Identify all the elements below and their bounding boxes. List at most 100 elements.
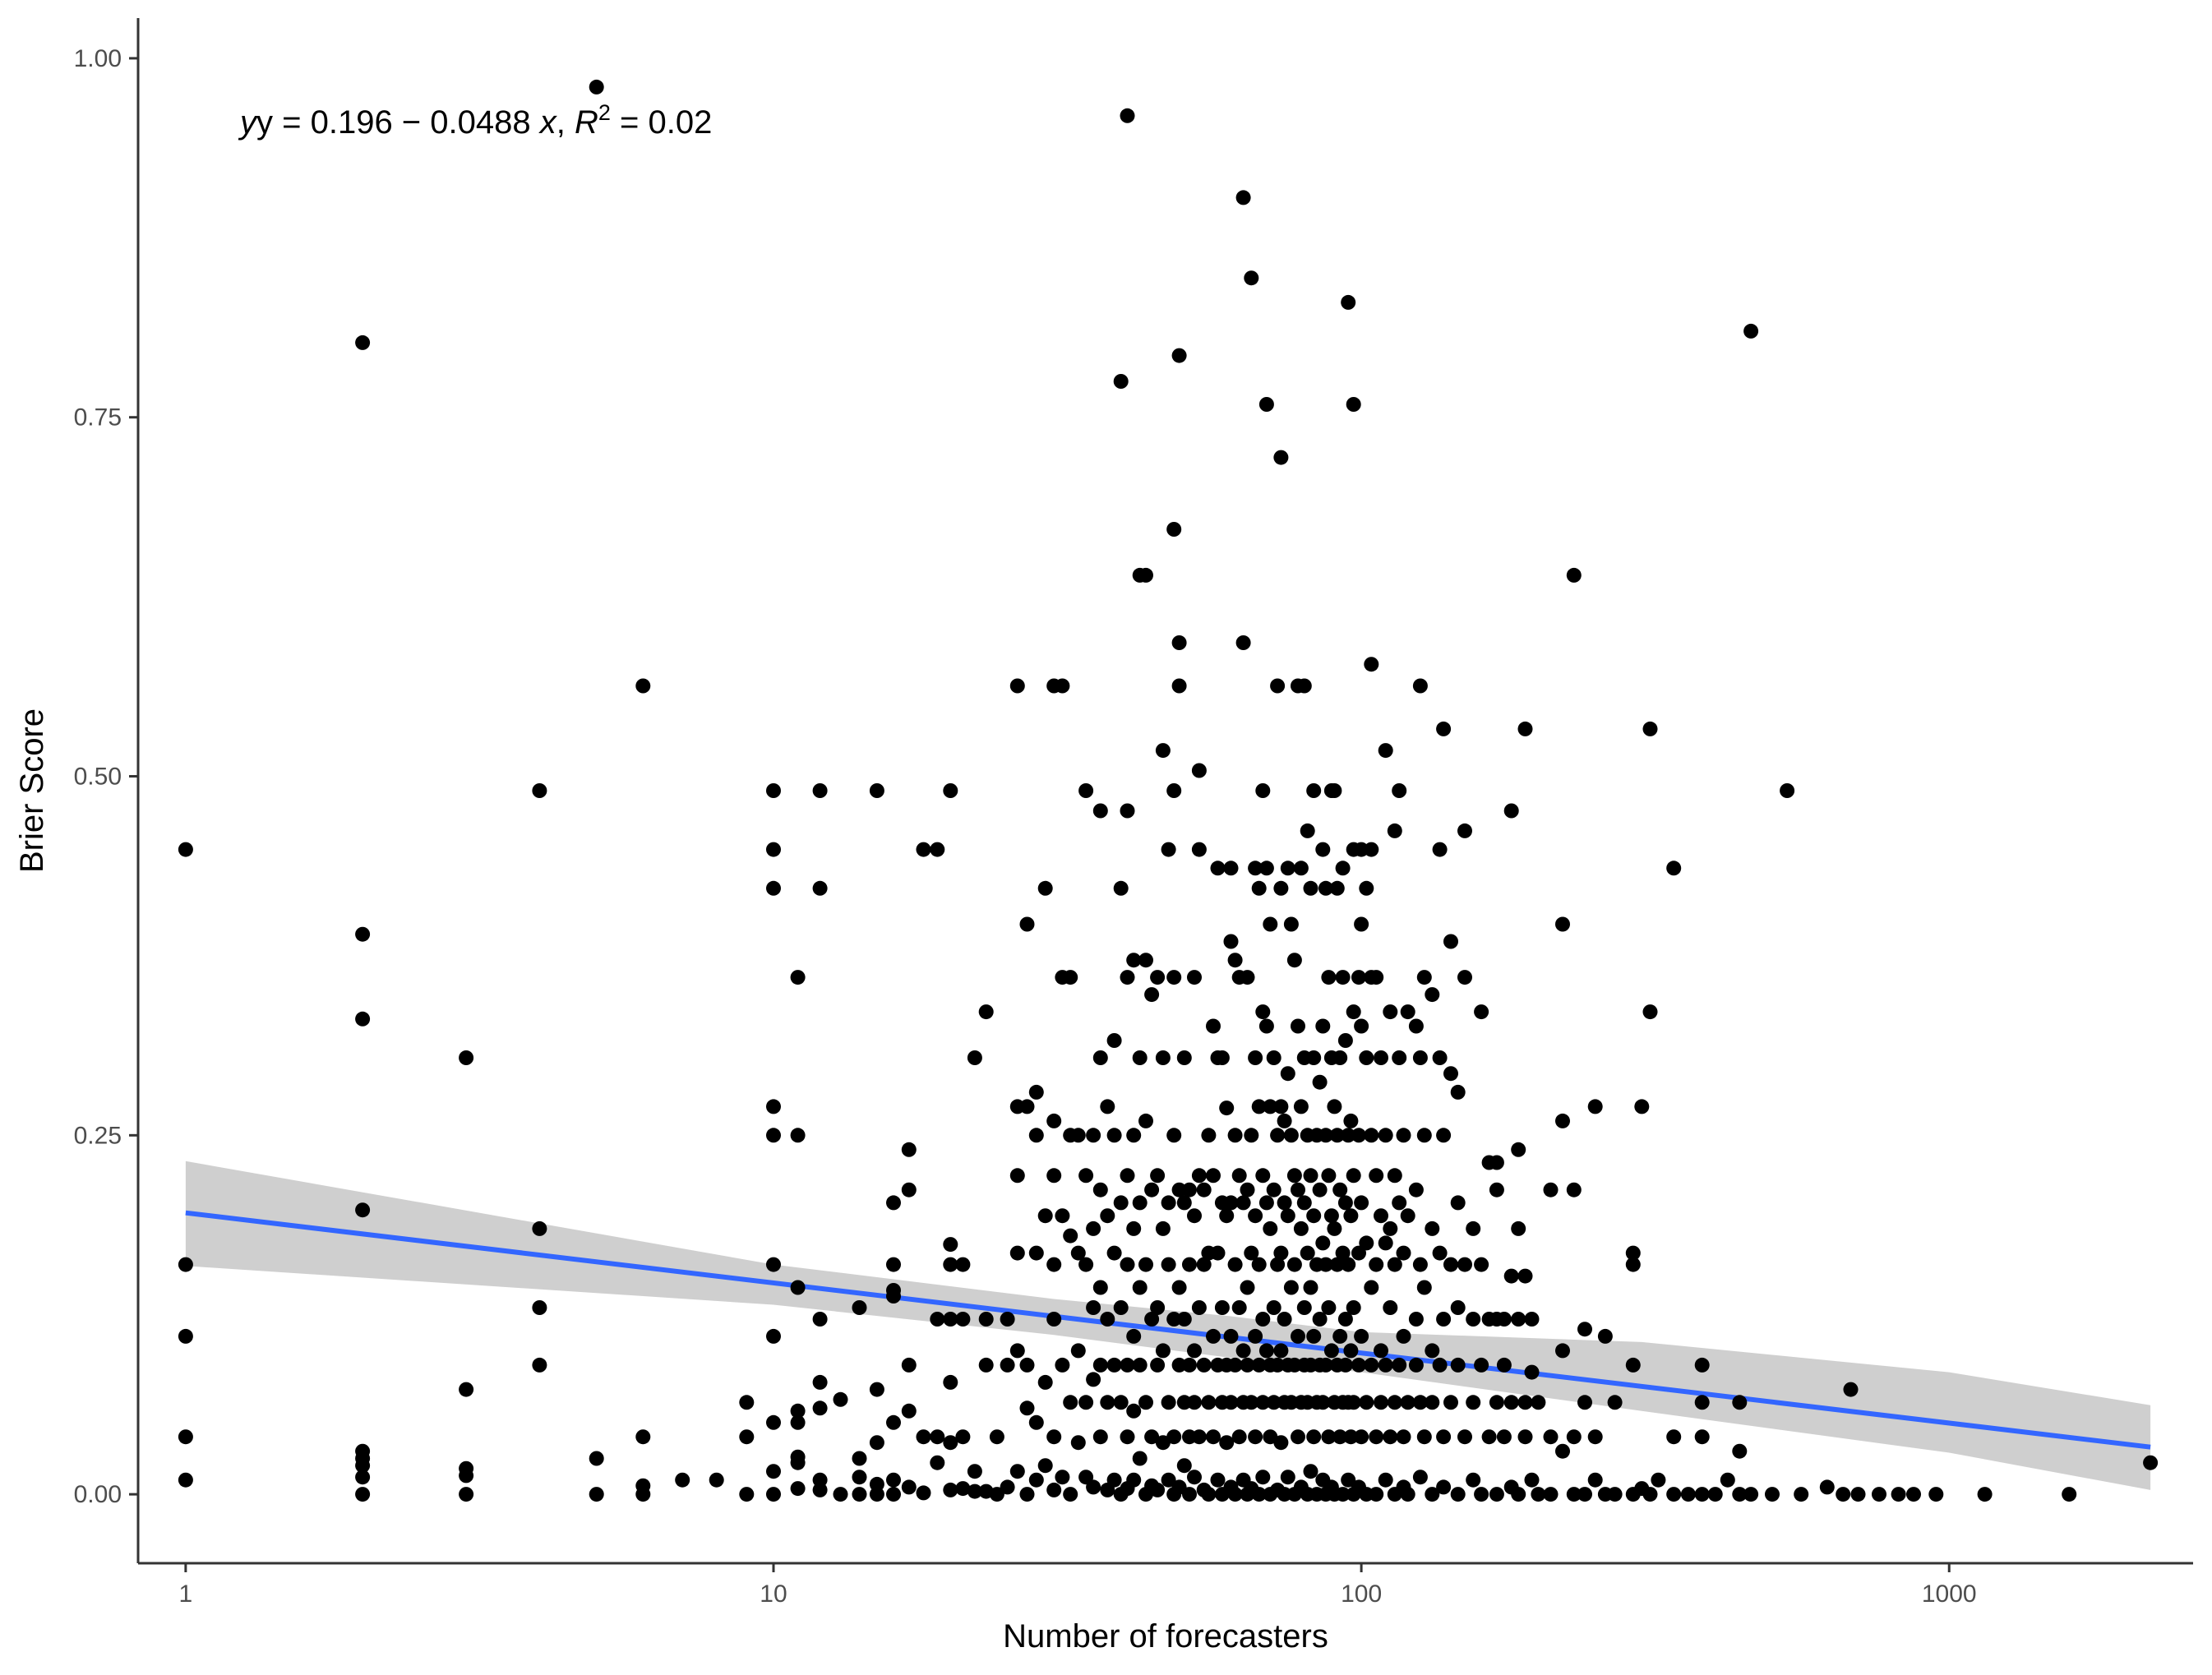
data-point bbox=[1466, 1395, 1481, 1410]
data-point bbox=[1481, 1429, 1497, 1445]
data-point bbox=[1836, 1487, 1851, 1502]
data-point bbox=[1182, 1487, 1197, 1502]
data-point bbox=[1850, 1487, 1866, 1502]
data-point bbox=[1341, 294, 1356, 310]
eq-mid: , bbox=[556, 104, 575, 141]
data-point bbox=[1337, 1357, 1353, 1373]
data-point bbox=[1144, 987, 1160, 1003]
data-point bbox=[1303, 1168, 1318, 1184]
data-point bbox=[1214, 1300, 1230, 1315]
data-point bbox=[1100, 1208, 1115, 1224]
data-point bbox=[766, 783, 781, 798]
data-point bbox=[943, 1312, 958, 1327]
regression-line-layer bbox=[185, 1210, 2151, 1450]
data-point bbox=[1474, 1487, 1489, 1502]
data-point bbox=[178, 1429, 193, 1445]
data-point bbox=[1392, 783, 1407, 798]
data-point bbox=[1206, 1018, 1221, 1034]
data-point bbox=[1019, 1400, 1035, 1416]
data-point bbox=[1642, 721, 1658, 736]
data-point bbox=[1070, 1128, 1086, 1143]
data-point bbox=[930, 1429, 945, 1445]
data-point bbox=[1166, 970, 1182, 985]
data-point bbox=[1694, 1357, 1710, 1373]
y-tick-label: 0.75 bbox=[74, 404, 122, 431]
data-point bbox=[869, 1487, 884, 1502]
data-point bbox=[1280, 1470, 1295, 1485]
data-point bbox=[355, 335, 371, 350]
data-point bbox=[1106, 1472, 1122, 1488]
data-point bbox=[1126, 1403, 1142, 1419]
data-point bbox=[1191, 842, 1207, 857]
data-point bbox=[709, 1472, 724, 1488]
data-point bbox=[1291, 1328, 1305, 1344]
data-point bbox=[1315, 842, 1331, 857]
data-point bbox=[1312, 1312, 1328, 1327]
data-point bbox=[1928, 1487, 1944, 1502]
data-point bbox=[1566, 1429, 1582, 1445]
data-point bbox=[1496, 1312, 1512, 1327]
data-point bbox=[886, 1487, 901, 1502]
data-point bbox=[869, 783, 884, 798]
data-point bbox=[1191, 1168, 1207, 1184]
data-point bbox=[1176, 1050, 1192, 1065]
data-point bbox=[1176, 1195, 1192, 1211]
data-point bbox=[1625, 1245, 1641, 1261]
data-point bbox=[1489, 1182, 1504, 1197]
data-point bbox=[1378, 743, 1393, 759]
data-point bbox=[1166, 1429, 1182, 1445]
data-point bbox=[1235, 1343, 1251, 1359]
data-point bbox=[532, 1300, 547, 1315]
data-point bbox=[1374, 1208, 1388, 1224]
data-point bbox=[589, 79, 604, 95]
data-point bbox=[1046, 1429, 1062, 1445]
data-point bbox=[1206, 1429, 1221, 1445]
data-point bbox=[852, 1451, 867, 1466]
data-point bbox=[1171, 678, 1187, 694]
data-point bbox=[1132, 1195, 1148, 1211]
data-point bbox=[1321, 1168, 1337, 1184]
data-point bbox=[967, 1464, 982, 1479]
data-point bbox=[1106, 1245, 1122, 1261]
data-point bbox=[1392, 1050, 1407, 1065]
data-point bbox=[943, 1482, 958, 1497]
data-point bbox=[1037, 880, 1053, 896]
data-point bbox=[833, 1391, 848, 1407]
data-point bbox=[1187, 970, 1202, 985]
data-point bbox=[1028, 1128, 1044, 1143]
data-point bbox=[1009, 1168, 1025, 1184]
data-point bbox=[1201, 1487, 1217, 1502]
data-point bbox=[1273, 1099, 1289, 1114]
data-point bbox=[1251, 1099, 1267, 1114]
data-point bbox=[1387, 1168, 1402, 1184]
data-point bbox=[1489, 1395, 1504, 1410]
data-point bbox=[1201, 1128, 1217, 1143]
data-point bbox=[1354, 1328, 1369, 1344]
data-point bbox=[1450, 1195, 1466, 1211]
data-point bbox=[1251, 1487, 1267, 1502]
data-point bbox=[1009, 1343, 1025, 1359]
data-point bbox=[1408, 1182, 1424, 1197]
data-point bbox=[1227, 1487, 1243, 1502]
data-point bbox=[1100, 1395, 1115, 1410]
data-point bbox=[1037, 1374, 1053, 1390]
data-point bbox=[1251, 1357, 1267, 1373]
data-point bbox=[532, 783, 547, 798]
data-point bbox=[1346, 397, 1361, 412]
data-point bbox=[1113, 374, 1129, 389]
confidence-band-layer bbox=[185, 1161, 2151, 1490]
data-point bbox=[1416, 1280, 1432, 1295]
data-point bbox=[1019, 1099, 1035, 1114]
data-point bbox=[1392, 1357, 1407, 1373]
data-point bbox=[1332, 1328, 1348, 1344]
data-point bbox=[1511, 1220, 1526, 1236]
data-point bbox=[1286, 953, 1302, 968]
data-point bbox=[1196, 1357, 1212, 1373]
data-point bbox=[1248, 1328, 1263, 1344]
data-point bbox=[1086, 1128, 1101, 1143]
data-point bbox=[1436, 1429, 1452, 1445]
data-point bbox=[1161, 1257, 1176, 1272]
eq-r-symbol: R bbox=[575, 104, 598, 141]
data-point bbox=[1235, 635, 1251, 650]
data-point bbox=[1374, 1050, 1388, 1065]
